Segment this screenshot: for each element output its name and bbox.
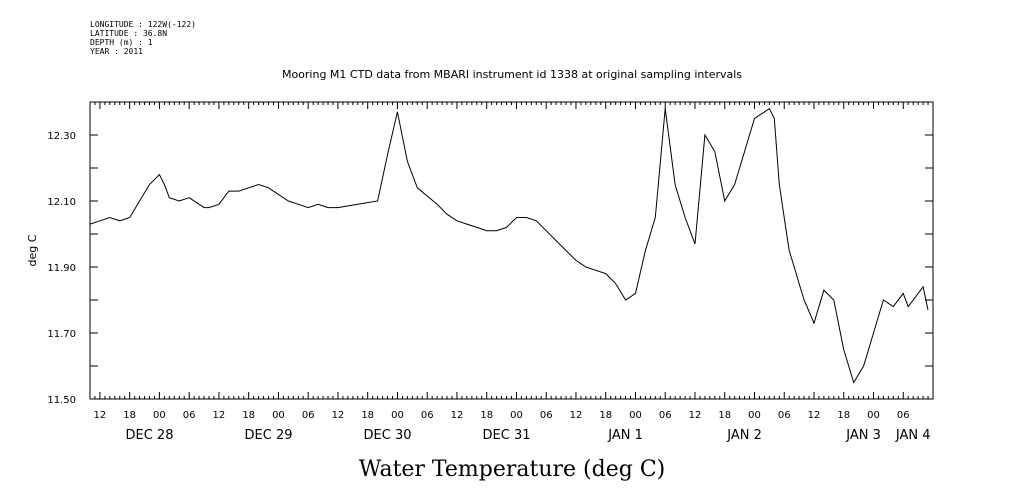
x-tick-label: 06 bbox=[540, 410, 553, 421]
y-axis-label: deg C bbox=[26, 234, 39, 266]
x-tick-label: 18 bbox=[718, 410, 731, 421]
x-tick-label: 18 bbox=[599, 410, 612, 421]
latitude-text: LATITUDE : 36.8N bbox=[90, 29, 168, 38]
chart-title: Mooring M1 CTD data from MBARI instrumen… bbox=[281, 68, 743, 81]
x-tick-label: 06 bbox=[421, 410, 434, 421]
y-tick-label: 12.30 bbox=[47, 131, 76, 142]
y-tick-label: 11.50 bbox=[47, 395, 76, 406]
x-tick-label: 06 bbox=[183, 410, 196, 421]
x-tick-label: 00 bbox=[629, 410, 642, 421]
x-tick-label: 06 bbox=[778, 410, 791, 421]
x-tick-label: 18 bbox=[242, 410, 255, 421]
y-tick-label: 11.90 bbox=[47, 263, 76, 274]
x-tick-label: 00 bbox=[391, 410, 404, 421]
x-tick-label: 18 bbox=[123, 410, 136, 421]
x-tick-label: 12 bbox=[213, 410, 226, 421]
x-tick-label: 06 bbox=[897, 410, 910, 421]
metadata-block: LONGITUDE : 122W(-122) LATITUDE : 36.8N … bbox=[90, 20, 196, 56]
x-day-label: JAN 3 bbox=[845, 428, 881, 443]
x-tick-label: 00 bbox=[510, 410, 523, 421]
x-day-label: JAN 2 bbox=[726, 428, 762, 443]
x-day-label: DEC 29 bbox=[245, 428, 293, 443]
x-tick-label: 12 bbox=[689, 410, 702, 421]
depth-text: DEPTH (m) : 1 bbox=[90, 38, 153, 47]
x-tick-label: 12 bbox=[94, 410, 107, 421]
x-tick-label: 00 bbox=[867, 410, 880, 421]
y-tick-label: 12.10 bbox=[47, 197, 76, 208]
x-tick-label: 06 bbox=[659, 410, 672, 421]
x-tick-label: 18 bbox=[480, 410, 493, 421]
longitude-text: LONGITUDE : 122W(-122) bbox=[90, 20, 196, 29]
x-day-label: JAN 1 bbox=[607, 428, 643, 443]
x-tick-label: 00 bbox=[153, 410, 166, 421]
x-tick-label: 00 bbox=[748, 410, 761, 421]
plot-frame bbox=[89, 101, 934, 400]
x-tick-label: 12 bbox=[808, 410, 821, 421]
x-tick-label: 12 bbox=[570, 410, 583, 421]
x-day-label: JAN 4 bbox=[895, 428, 931, 443]
x-tick-label: 12 bbox=[451, 410, 464, 421]
x-axis-title: Water Temperature (deg C) bbox=[359, 457, 666, 482]
y-tick-label: 11.70 bbox=[47, 329, 76, 340]
series-line bbox=[89, 107, 929, 384]
x-day-label: DEC 28 bbox=[126, 428, 174, 443]
x-day-label: DEC 31 bbox=[483, 428, 531, 443]
x-tick-label: 18 bbox=[837, 410, 850, 421]
x-tick-label: 06 bbox=[302, 410, 315, 421]
x-tick-label: 00 bbox=[272, 410, 285, 421]
x-tick-label: 12 bbox=[332, 410, 345, 421]
x-day-label: DEC 30 bbox=[364, 428, 412, 443]
year-text: YEAR : 2011 bbox=[90, 47, 143, 56]
x-tick-label: 18 bbox=[361, 410, 374, 421]
